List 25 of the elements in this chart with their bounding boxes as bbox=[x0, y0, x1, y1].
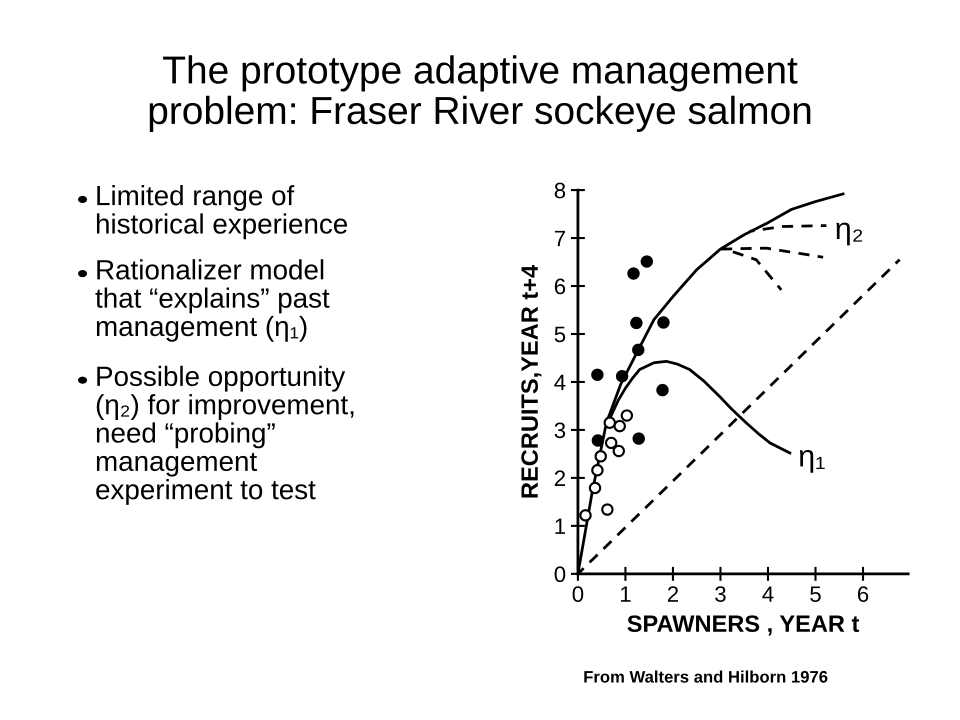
x-tick-label: 4 bbox=[762, 586, 774, 602]
chart-title: The prototype adaptive management problem: Fraser River sockeye salmon bbox=[150, 55, 810, 132]
y-tick-label: 2 bbox=[554, 470, 565, 486]
annotation: η₂ bbox=[836, 222, 862, 246]
x-axis-title: SPAWNERS , YEAR t bbox=[627, 615, 860, 636]
text: Possible opportunity (η₂) for improvement, need “probing” management experiment to test bbox=[96, 366, 354, 505]
y-tick-label: 0 bbox=[554, 566, 566, 582]
x-tick-label: 2 bbox=[668, 586, 678, 602]
y-tick-label: 4 bbox=[554, 374, 566, 390]
text: Rationalizer model that “explains” past management (η₁) bbox=[95, 259, 330, 342]
annotation: η₁ bbox=[800, 450, 825, 473]
x-tick-label: 1 bbox=[620, 586, 631, 602]
y-tick-label: 6 bbox=[554, 278, 566, 294]
text: Limited range of historical experience bbox=[96, 185, 348, 240]
x-tick-label: 0 bbox=[572, 586, 584, 602]
y-tick-label: 3 bbox=[554, 422, 566, 438]
y-tick-label: 1 bbox=[555, 518, 566, 534]
text: From Walters and Hilborn 1976 bbox=[584, 670, 828, 683]
y-tick-label: 8 bbox=[554, 182, 566, 198]
x-tick-label: 5 bbox=[810, 586, 821, 602]
y-axis-title: RECRUITS,YEAR t+4 bbox=[521, 264, 542, 498]
x-tick-label: 3 bbox=[715, 586, 726, 602]
x-tick-label: 6 bbox=[858, 586, 868, 602]
y-tick-label: 5 bbox=[554, 326, 566, 342]
y-tick-label: 7 bbox=[554, 230, 565, 246]
